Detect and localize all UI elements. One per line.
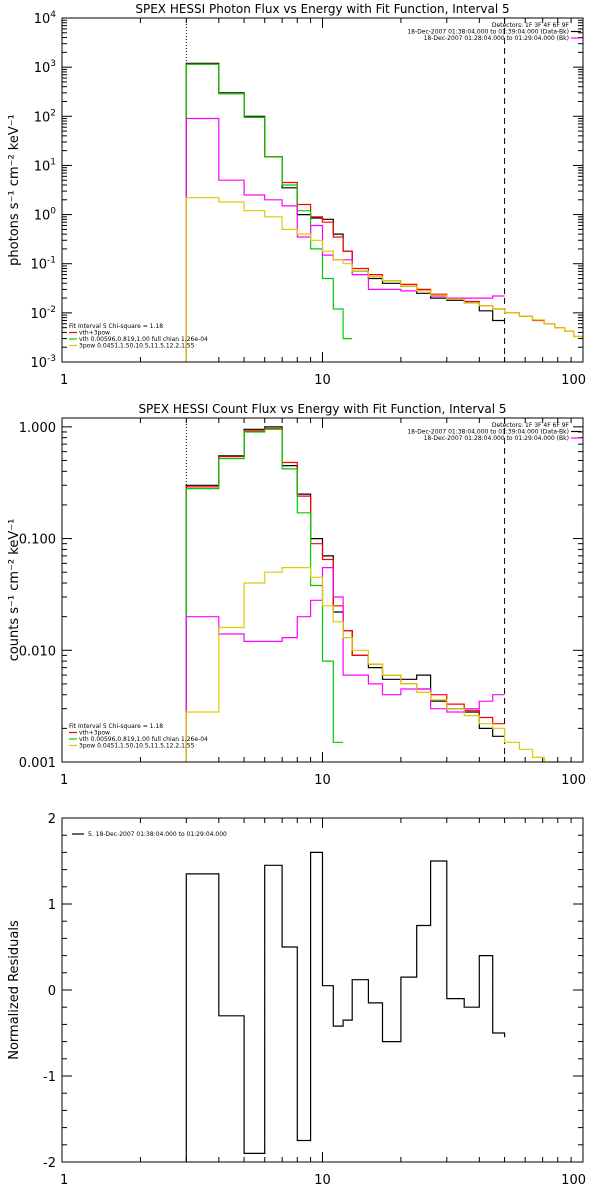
data-series-1	[185, 62, 505, 362]
y-tick-base: 10	[30, 356, 47, 371]
y-tick-base: 10	[34, 12, 51, 27]
y-tick-label: 0.010	[19, 644, 56, 659]
legend-top-text: 18-Dec-2007 01:28:04.000 to 01:29:04.000…	[424, 435, 569, 442]
plot-frame	[61, 417, 584, 763]
y-tick-base: 10	[34, 159, 51, 174]
x-tick-label: 10	[314, 773, 331, 788]
y-tick-base: 10	[34, 209, 51, 224]
y-axis-label: photons s⁻¹ cm⁻² keV⁻¹	[7, 114, 22, 266]
y-tick-label: 103	[34, 59, 56, 76]
y-tick-label: 101	[34, 157, 56, 174]
y-tick-base: 10	[30, 258, 47, 273]
legend-bottom-text: vth 0.00596,0.819,1.00 full chian 1.26e-…	[79, 736, 208, 743]
x-tick-label: 1	[60, 773, 68, 788]
legend-bottom-text: 3pow 0.0451,1.50,10.5,11.5,12.2,1.55	[79, 343, 195, 350]
chart-title: SPEX HESSI Photon Flux vs Energy with Fi…	[135, 2, 509, 16]
y-tick-exponent: 4	[50, 10, 56, 20]
y-tick-label: 104	[34, 10, 57, 27]
data-series-4	[185, 117, 505, 362]
x-tick-label: 100	[561, 1173, 586, 1188]
y-tick-label: -2	[43, 1156, 56, 1171]
data-series-4	[185, 567, 505, 762]
chart-title: SPEX HESSI Count Flux vs Energy with Fit…	[138, 402, 506, 416]
x-tick-label: 10	[314, 373, 331, 388]
plot-frame	[61, 817, 584, 1163]
series-group	[185, 851, 506, 1162]
chart-3: Normalized Residuals 1 10 100 -2 -1 0 1 2 5. 18-D…	[7, 812, 586, 1188]
y-tick-base: 10	[30, 307, 47, 322]
y-axis-label: Normalized Residuals	[7, 920, 22, 1060]
plot-frame	[61, 17, 584, 363]
y-tick-exponent: 2	[50, 108, 56, 118]
legend-top-text: 18-Dec-2007 01:38:04.000 to 01:39:04.000…	[407, 429, 569, 436]
legend-top-text: Detectors: 1F 3F 4F 6F 9F	[492, 22, 570, 29]
y-tick-label: 10-2	[30, 305, 56, 322]
y-axis-label: counts s⁻¹ cm⁻² keV⁻¹	[7, 519, 22, 662]
y-tick-label: 1.000	[19, 421, 56, 436]
legend-bottom-text: 3pow 0.0451,1.50,10.5,11.5,12.2,1.55	[79, 743, 195, 750]
legend-bottom-text: Fit Interval 5 Chi-square = 1.18	[69, 323, 163, 330]
y-tick-label: -1	[43, 1070, 56, 1085]
y-tick-label: 0	[48, 984, 56, 999]
y-tick-base: 10	[34, 61, 51, 76]
legend-top-text: 18-Dec-2007 01:38:04.000 to 01:39:04.000…	[407, 29, 569, 36]
y-tick-label: 10-1	[30, 256, 56, 273]
chart-1: SPEX HESSI Photon Flux vs Energy with Fi…	[7, 2, 586, 388]
y-tick-label: 102	[34, 108, 56, 125]
series-group	[185, 62, 583, 362]
data-series-1	[185, 851, 506, 1162]
y-tick-label: 2	[48, 812, 56, 827]
y-tick-exponent: -1	[47, 256, 56, 266]
chart-2: SPEX HESSI Count Flux vs Energy with Fit…	[7, 402, 586, 788]
data-series-5	[185, 197, 583, 362]
legend-top-text: 18-Dec-2007 01:28:04.000 to 01:29:04.000…	[424, 35, 569, 42]
x-tick-label: 1	[60, 373, 68, 388]
x-tick-label: 100	[561, 373, 586, 388]
legend-bottom-text: vth+3pow	[79, 330, 110, 337]
y-tick-label: 10-3	[30, 354, 56, 371]
data-series-2	[185, 63, 583, 362]
data-series-3	[185, 63, 353, 362]
series-group	[185, 426, 555, 762]
y-tick-exponent: 1	[50, 157, 56, 167]
legend-bottom-text: Fit Interval 5 Chi-square = 1.18	[69, 723, 163, 730]
y-tick-label: 0.100	[19, 533, 56, 548]
legend-text: 5. 18-Dec-2007 01:38:04.000 to 01:29:04.…	[88, 831, 227, 838]
legend-bottom-text: vth+3pow	[79, 730, 110, 737]
x-tick-label: 1	[60, 1173, 68, 1188]
legend-top-text: Detectors: 1F 3F 4F 6F 9F	[492, 422, 570, 429]
y-tick-label: 1	[48, 898, 56, 913]
x-tick-label: 10	[314, 1173, 331, 1188]
y-tick-exponent: -3	[47, 354, 56, 364]
y-tick-label: 100	[34, 207, 57, 224]
data-series-5	[185, 567, 555, 762]
y-tick-base: 10	[34, 110, 51, 125]
y-tick-exponent: 3	[50, 59, 56, 69]
x-tick-label: 100	[561, 773, 586, 788]
y-tick-label: 0.001	[19, 756, 56, 771]
legend-bottom-text: vth 0.00596,0.819,1.00 full chian 1.26e-…	[79, 336, 208, 343]
data-series-3	[185, 428, 344, 762]
y-tick-exponent: 0	[50, 207, 56, 217]
y-tick-exponent: -2	[47, 305, 56, 315]
